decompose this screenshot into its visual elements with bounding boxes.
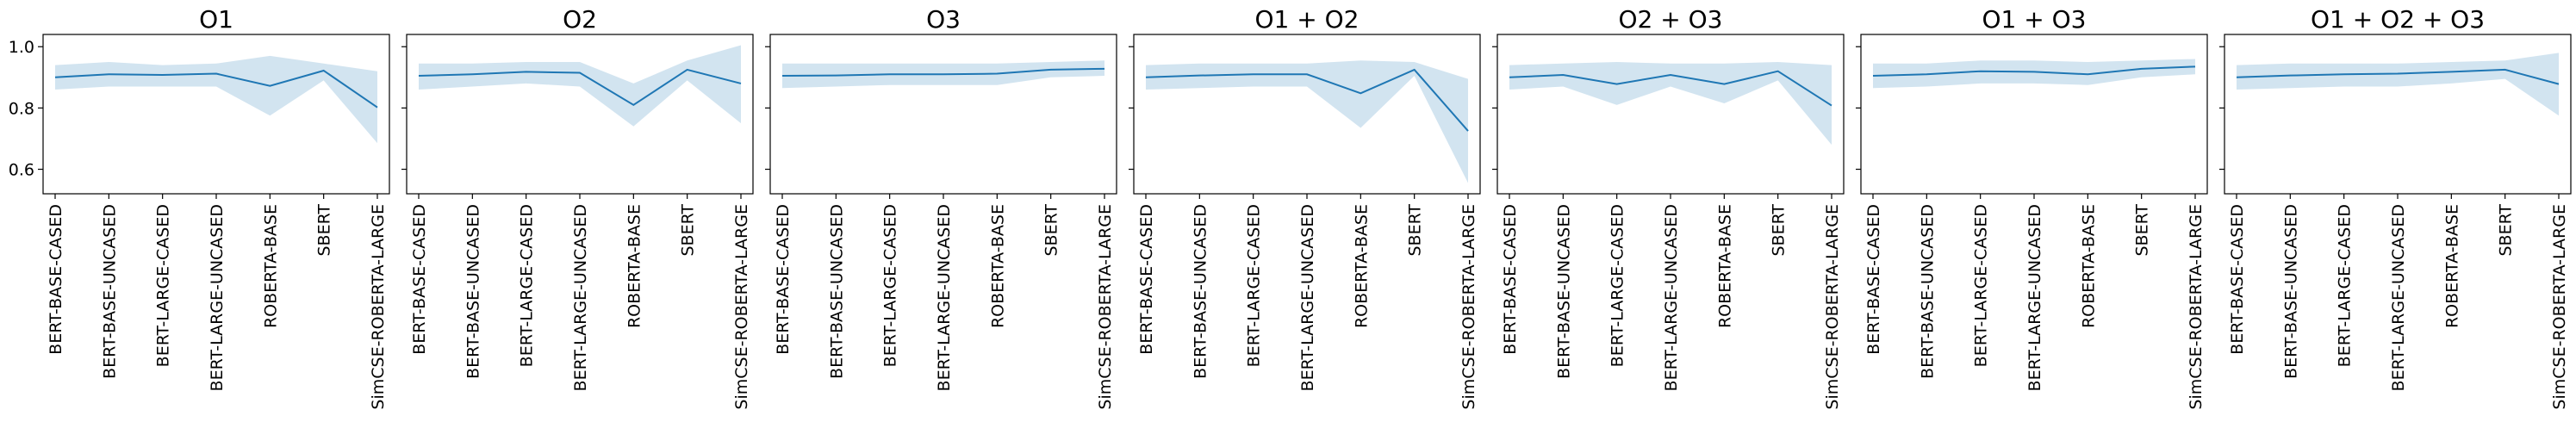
x-tick-label: BERT-BASE-CASED (410, 204, 429, 355)
y-tick-label: 1.0 (9, 38, 34, 57)
axes-frame (1133, 34, 1481, 195)
x-tick-label: BERT-BASE-UNCASED (100, 204, 119, 379)
chart-panel-2: O2 BERT-BASE-CASED BERT-BASE-UNCASED BERT-L… (401, 5, 754, 410)
x-tick-label: ROBERTA-BASE (1715, 204, 1734, 328)
x-tick-label: BERT-BASE-UNCASED (2281, 204, 2300, 379)
series-line (418, 68, 742, 107)
confidence-band (1509, 62, 1832, 146)
x-tick-label: SimCSE-ROBERTA-LARGE (1459, 204, 1478, 410)
panel-title: O1 + O3 (1982, 5, 2087, 34)
chart-panel-3: O3 BERT-BASE-CASED BERT-BASE-UNCASED BERT-L… (765, 5, 1117, 410)
x-tick-label: BERT-BASE-CASED (1137, 204, 1156, 355)
series-line (1509, 70, 1832, 107)
x-tick-label: BERT-LARGE-UNCASED (208, 204, 227, 391)
x-tick-label: BERT-BASE-UNCASED (1554, 204, 1573, 379)
x-tick-label: BERT-BASE-CASED (1864, 204, 1883, 355)
x-tick-label: SimCSE-ROBERTA-LARGE (369, 204, 388, 410)
x-tick-label: BERT-LARGE-CASED (1608, 204, 1627, 367)
x-tick-label: SBERT (1770, 204, 1789, 257)
x-tick-label: SBERT (315, 204, 334, 257)
panel-title: O1 + O2 + O3 (2311, 5, 2485, 34)
x-tick-label: SimCSE-ROBERTA-LARGE (2550, 204, 2569, 410)
x-tick-label: BERT-LARGE-UNCASED (2025, 204, 2044, 391)
x-tick-label: BERT-BASE-UNCASED (1918, 204, 1937, 379)
axes-frame (1860, 34, 2208, 195)
axes-frame (1496, 34, 1845, 195)
x-tick-label: BERT-LARGE-CASED (2336, 204, 2355, 367)
axes-frame (769, 34, 1117, 195)
x-tick-label: BERT-BASE-UNCASED (464, 204, 482, 379)
x-tick-label: SBERT (1042, 204, 1061, 257)
series-line (781, 67, 1105, 78)
x-tick-label: BERT-LARGE-CASED (881, 204, 900, 367)
x-tick-label: BERT-LARGE-CASED (154, 204, 173, 367)
x-tick-label: SBERT (2133, 204, 2152, 257)
x-tick-label: BERT-LARGE-UNCASED (2389, 204, 2408, 391)
chart-panel-6: O1 + O3 BERT-BASE-CASED BERT-BASE-UNCASED B… (1856, 5, 2208, 410)
confidence-band (419, 45, 741, 127)
x-tick-label: ROBERTA-BASE (2079, 204, 2098, 328)
x-tick-label: BERT-LARGE-CASED (1972, 204, 1991, 367)
x-tick-label: SimCSE-ROBERTA-LARGE (1823, 204, 1842, 410)
x-tick-label: SimCSE-ROBERTA-LARGE (732, 204, 751, 410)
x-tick-label: ROBERTA-BASE (625, 204, 644, 328)
x-tick-label: BERT-LARGE-UNCASED (1298, 204, 1317, 391)
x-tick-label: BERT-LARGE-UNCASED (571, 204, 590, 391)
series-line (1145, 68, 1469, 132)
x-tick-label: ROBERTA-BASE (1352, 204, 1371, 328)
confidence-band (55, 55, 377, 144)
panel-title: O1 (199, 5, 233, 34)
x-tick-label: BERT-BASE-CASED (2228, 204, 2247, 355)
x-tick-label: BERT-BASE-CASED (774, 204, 793, 355)
x-tick-label: ROBERTA-BASE (261, 204, 280, 328)
panel-title: O3 (926, 5, 961, 34)
chart-panel-1: O1 0.6 0.8 1.0 BERT-BASE-CASED BERT-BASE-UNCA… (9, 5, 390, 410)
confidence-band (2237, 53, 2559, 116)
x-tick-label: SBERT (679, 204, 698, 257)
series-line (54, 69, 378, 109)
x-tick-label: BERT-LARGE-CASED (1245, 204, 1264, 367)
y-tick-label: 0.8 (9, 99, 34, 118)
x-tick-label: SBERT (2497, 204, 2516, 257)
x-tick-label: BERT-BASE-CASED (1501, 204, 1520, 355)
x-tick-label: BERT-LARGE-UNCASED (935, 204, 954, 391)
confidence-band (1873, 59, 2195, 89)
x-tick-label: BERT-LARGE-UNCASED (1662, 204, 1681, 391)
x-tick-label: BERT-BASE-UNCASED (827, 204, 846, 379)
panel-title: O2 + O3 (1619, 5, 1723, 34)
x-tick-label: SBERT (1406, 204, 1425, 257)
axes-frame (42, 34, 390, 195)
panel-title: O2 (563, 5, 597, 34)
x-tick-label: BERT-BASE-CASED (47, 204, 65, 355)
x-tick-label: ROBERTA-BASE (988, 204, 1007, 328)
x-tick-label: SimCSE-ROBERTA-LARGE (2187, 204, 2206, 410)
series-line (1872, 65, 2196, 78)
confidence-band (1146, 60, 1468, 183)
x-tick-label: BERT-BASE-UNCASED (1191, 204, 1210, 379)
x-tick-label: ROBERTA-BASE (2442, 204, 2461, 328)
series-line (2236, 68, 2560, 85)
panel-title: O1 + O2 (1255, 5, 1360, 34)
y-tick-label: 0.6 (9, 161, 34, 180)
axes-frame (2224, 34, 2572, 195)
chart-panel-5: O2 + O3 BERT-BASE-CASED BERT-BASE-UNCASED B… (1492, 5, 1845, 410)
chart-panel-7: O1 + O2 + O3 BERT-BASE-CASED BERT-BASE-UNC… (2219, 5, 2572, 410)
x-tick-label: BERT-LARGE-CASED (518, 204, 537, 367)
chart-panel-4: O1 + O2 BERT-BASE-CASED BERT-BASE-UNCASED B… (1129, 5, 1481, 410)
x-tick-label: SimCSE-ROBERTA-LARGE (1096, 204, 1115, 410)
